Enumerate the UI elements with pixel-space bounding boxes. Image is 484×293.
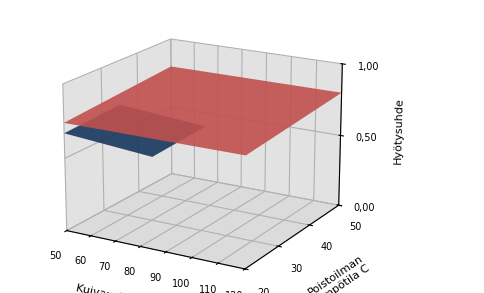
X-axis label: Kuivauslämpötila C: Kuivauslämpötila C	[75, 283, 181, 293]
Y-axis label: Poistoilman
lämpötila C: Poistoilman lämpötila C	[305, 253, 371, 293]
